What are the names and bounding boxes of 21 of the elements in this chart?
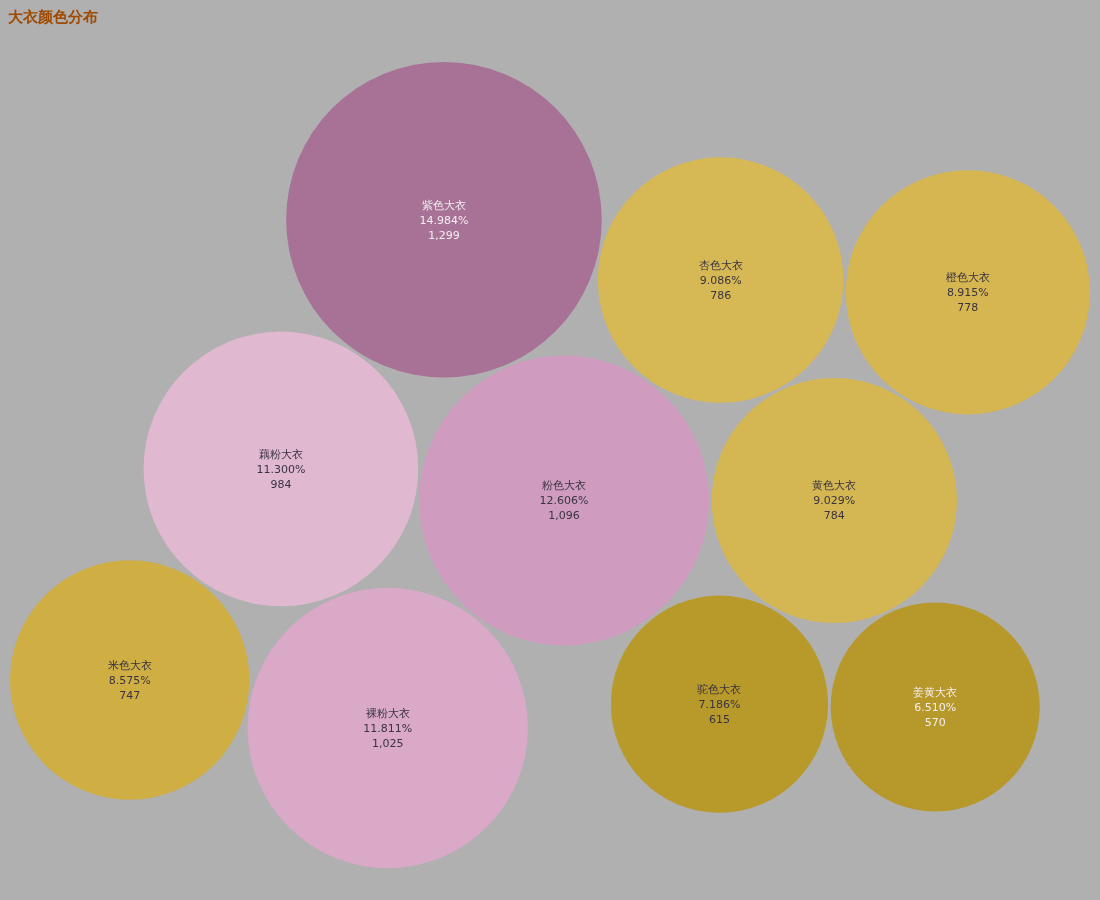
category-label: 杏色大衣 — [698, 259, 743, 273]
data-label: 12.606% 1,096 — [539, 494, 589, 523]
data-label: 14.984% 1,299 — [419, 213, 469, 242]
category-label: 黄色大衣 — [812, 479, 857, 493]
data-label: 11.300% 984 — [256, 462, 306, 491]
category-label: 驼色大衣 — [697, 683, 742, 697]
category-label: 橙色大衣 — [945, 271, 990, 285]
data-label: 6.510% 570 — [914, 700, 957, 729]
data-label: 8.915% 778 — [946, 286, 989, 315]
category-label: 姜黄大衣 — [913, 685, 958, 699]
text: 大衣颜色分布 — [8, 8, 98, 26]
data-label: 9.029% 784 — [813, 494, 856, 523]
data-label: 8.575% 747 — [108, 674, 151, 702]
data-label: 9.086% 786 — [699, 274, 742, 303]
category-label: 紫色大衣 — [421, 198, 466, 212]
data-label: 11.811% 1,025 — [363, 721, 413, 750]
category-label: 粉色大衣 — [542, 479, 587, 493]
category-label: 米色大衣 — [107, 659, 152, 672]
data-label: 7.186% 615 — [698, 698, 741, 727]
category-label: 裸粉大衣 — [365, 706, 410, 720]
category-label: 藕粉大衣 — [258, 447, 303, 461]
